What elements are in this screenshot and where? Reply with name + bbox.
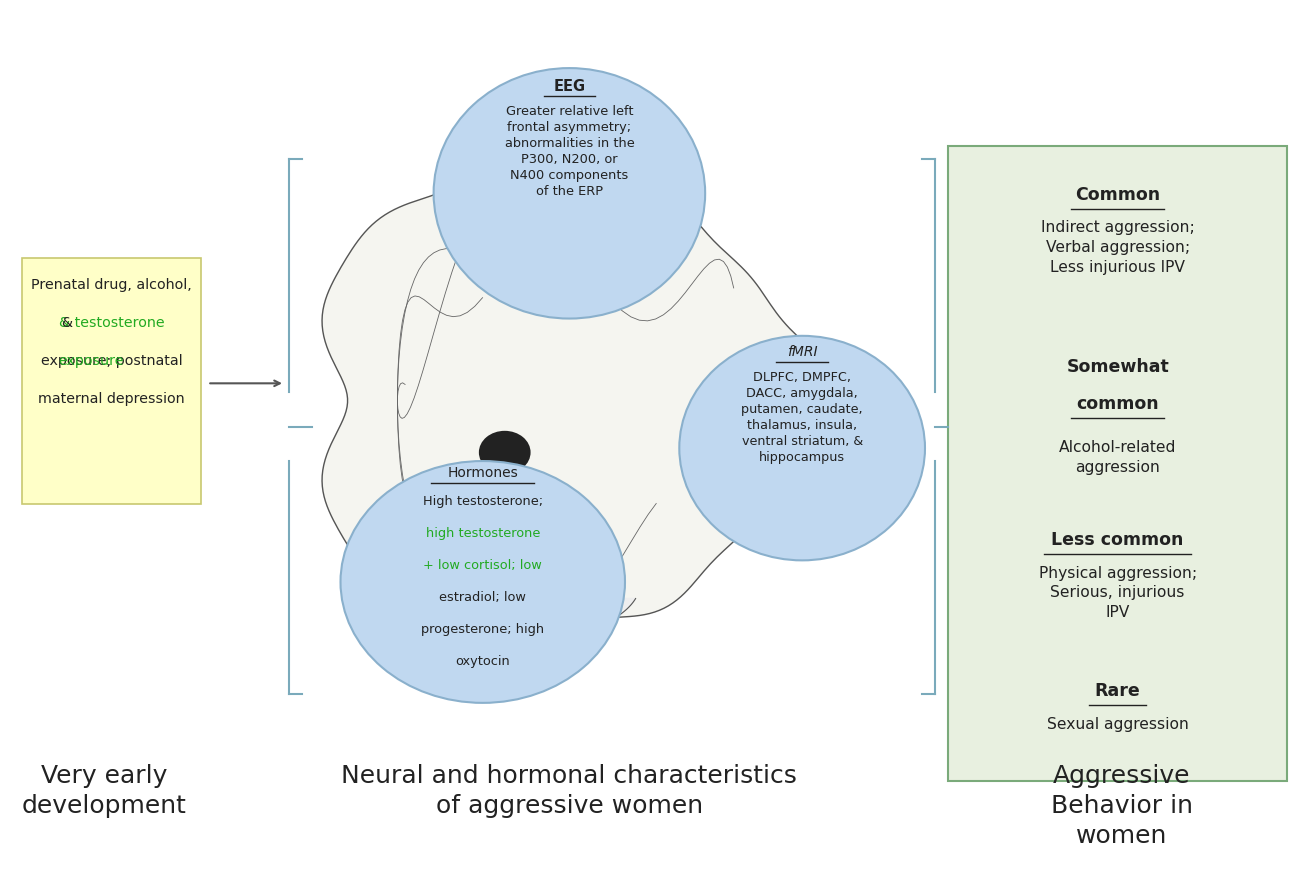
Text: Greater relative left
frontal asymmetry;
abnormalities in the
P300, N200, or
N40: Greater relative left frontal asymmetry;… xyxy=(504,105,634,198)
Text: Rare: Rare xyxy=(1095,681,1140,700)
Text: Less common: Less common xyxy=(1052,531,1184,548)
Text: Physical aggression;
Serious, injurious
IPV: Physical aggression; Serious, injurious … xyxy=(1039,565,1197,620)
Text: maternal depression: maternal depression xyxy=(38,392,185,406)
Polygon shape xyxy=(425,599,636,639)
Polygon shape xyxy=(322,161,838,642)
Text: Neural and hormonal characteristics
of aggressive women: Neural and hormonal characteristics of a… xyxy=(342,764,797,817)
Ellipse shape xyxy=(680,336,926,561)
Ellipse shape xyxy=(478,431,530,474)
Text: Somewhat: Somewhat xyxy=(1066,358,1169,376)
Text: progesterone; high: progesterone; high xyxy=(421,622,545,635)
Text: Aggressive
Behavior in
women: Aggressive Behavior in women xyxy=(1050,764,1192,846)
Text: exposure; postnatal: exposure; postnatal xyxy=(40,354,182,368)
Text: &: & xyxy=(62,315,78,329)
Text: + low cortisol; low: + low cortisol; low xyxy=(424,558,542,571)
Text: DLPFC, DMPFC,
DACC, amygdala,
putamen, caudate,
thalamus, insula,
ventral striat: DLPFC, DMPFC, DACC, amygdala, putamen, c… xyxy=(741,371,863,464)
Ellipse shape xyxy=(341,461,625,703)
Text: exposure: exposure xyxy=(58,354,124,368)
Text: EEG: EEG xyxy=(554,79,585,95)
Text: Prenatal drug, alcohol,: Prenatal drug, alcohol, xyxy=(31,278,192,292)
FancyBboxPatch shape xyxy=(948,147,1287,780)
Text: High testosterone;: High testosterone; xyxy=(422,494,543,507)
Text: oxytocin: oxytocin xyxy=(455,653,510,667)
Text: Hormones: Hormones xyxy=(447,466,519,480)
Text: Indirect aggression;
Verbal aggression;
Less injurious IPV: Indirect aggression; Verbal aggression; … xyxy=(1041,220,1195,275)
Text: common: common xyxy=(1076,395,1160,412)
Text: high testosterone: high testosterone xyxy=(425,527,540,539)
FancyBboxPatch shape xyxy=(22,259,200,505)
Text: Alcohol-related
aggression: Alcohol-related aggression xyxy=(1060,440,1176,474)
Text: fMRI: fMRI xyxy=(786,345,818,359)
Text: & testosterone: & testosterone xyxy=(58,315,164,329)
Ellipse shape xyxy=(434,69,705,319)
Text: Sexual aggression: Sexual aggression xyxy=(1046,716,1188,731)
Text: Very early
development: Very early development xyxy=(21,764,186,817)
Text: Common: Common xyxy=(1075,185,1160,203)
Text: estradiol; low: estradiol; low xyxy=(439,590,526,603)
